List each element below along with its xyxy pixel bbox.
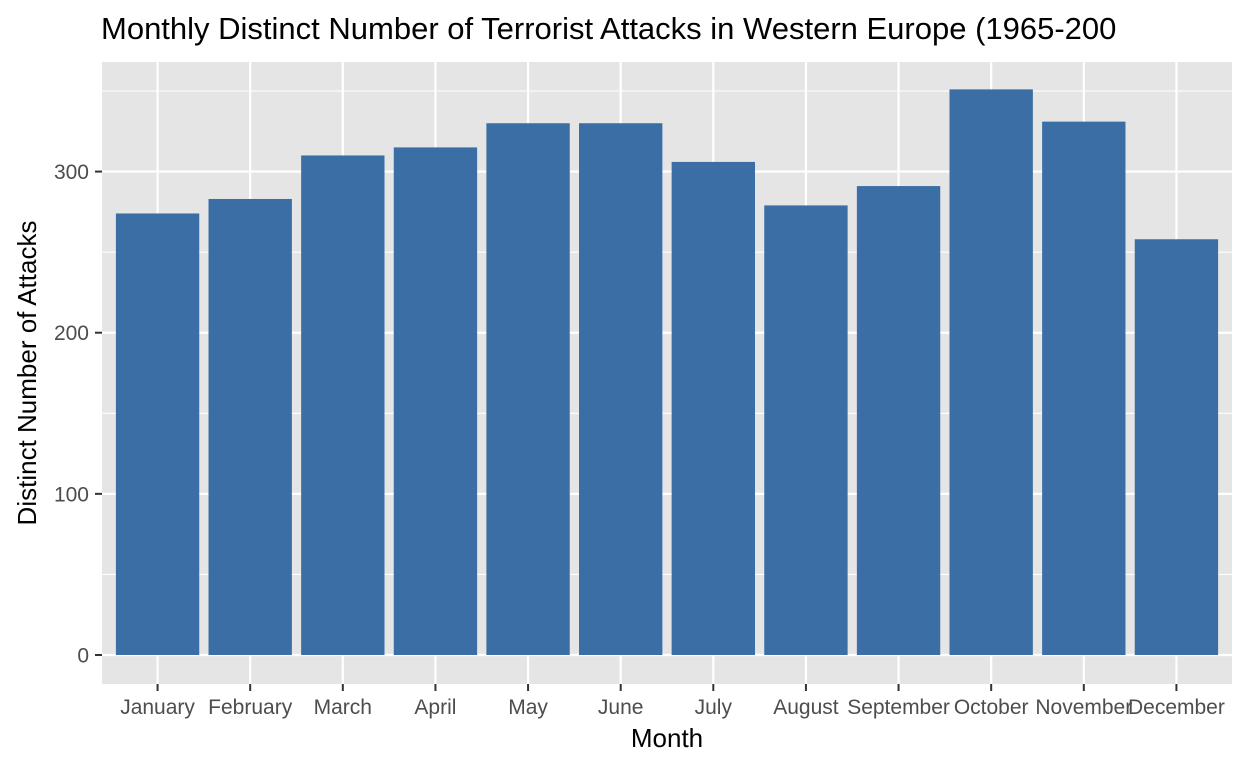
chart-title: Monthly Distinct Number of Terrorist Att… (101, 11, 1116, 46)
x-axis-title: Month (631, 723, 703, 753)
y-tick-label: 100 (54, 483, 89, 506)
bar-november (1042, 121, 1126, 655)
bar-january (115, 213, 200, 655)
bar-september (856, 186, 941, 655)
y-tick-label: 0 (77, 644, 89, 667)
x-tick-label: March (314, 696, 372, 719)
x-tick-label: December (1128, 696, 1225, 719)
bar-june (579, 123, 663, 655)
x-tick-label: November (1035, 696, 1132, 719)
x-tick-label: April (414, 696, 456, 719)
x-tick-label: July (695, 696, 733, 719)
x-tick-label: October (954, 696, 1029, 719)
x-tick-label: February (208, 696, 293, 719)
x-tick-label: May (508, 696, 548, 719)
bars (115, 89, 1219, 655)
bar-july (671, 161, 755, 655)
bar-february (208, 198, 292, 655)
x-tick-label: August (773, 696, 839, 719)
bar-august (764, 205, 848, 655)
y-tick-label: 300 (54, 161, 89, 184)
x-tick-label: January (120, 696, 195, 719)
y-axis-title: Distinct Number of Attacks (12, 221, 42, 526)
x-tick-label: September (847, 696, 950, 719)
y-axis: 0 100 200 300 (54, 161, 102, 667)
bar-october (949, 89, 1033, 655)
y-tick-label: 200 (54, 322, 89, 345)
x-tick-label: June (598, 696, 644, 719)
x-axis: January February March April May June July Augu… (120, 684, 1225, 719)
bar-april (393, 147, 478, 655)
bar-december (1134, 239, 1219, 655)
bar-may (486, 123, 570, 655)
bar-march (301, 155, 385, 655)
